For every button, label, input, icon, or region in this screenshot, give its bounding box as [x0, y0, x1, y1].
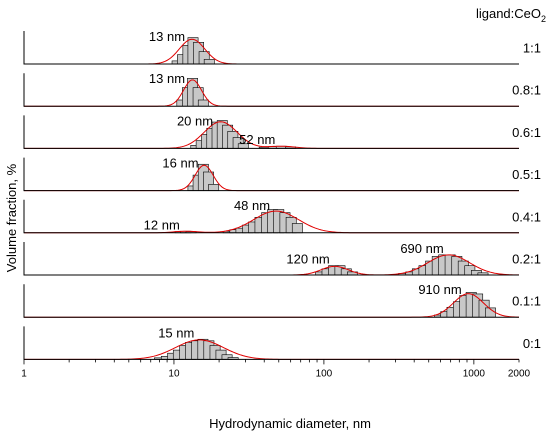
- x-tick-label: 2000: [508, 368, 531, 379]
- panel-axes: [23, 242, 519, 276]
- panel-0-4-1: 12 nm 48 nm 0.4:1: [23, 198, 541, 234]
- bar: [203, 59, 215, 65]
- panel-0-2-1: 120 nm 690 nm 0.2:1: [23, 241, 541, 276]
- peak-label: 910 nm: [418, 282, 461, 297]
- ratio-label: 0.2:1: [512, 252, 541, 267]
- bar: [197, 99, 209, 107]
- ratio-label: 0.6:1: [512, 125, 541, 140]
- x-axis: 1 10 100 1000 2000: [21, 359, 531, 379]
- x-tick-label: 1000: [463, 368, 486, 379]
- fit-curve: [24, 79, 519, 107]
- panel-0-8-1: 13 nm 0.8:1: [23, 71, 541, 107]
- panel-axes: [23, 73, 519, 107]
- panel-axes: [23, 157, 519, 192]
- peak-label: 12 nm: [144, 217, 180, 232]
- peak-label: 20 nm: [177, 113, 213, 128]
- fit-curve: [24, 164, 519, 192]
- panel-1-1: 13 nm 1:1: [23, 29, 541, 65]
- ratio-label: 0.1:1: [512, 294, 541, 309]
- x-tick-label: 1: [21, 368, 27, 379]
- ratio-label: 0.4:1: [512, 209, 541, 224]
- panels-layer: 13 nm 1:1 13 nm 0.8:1 20 nm 52 nm 0.6:1 16 nm 0.…: [23, 29, 541, 360]
- peak-label: 13 nm: [149, 29, 185, 44]
- y-axis-label: Volume fraction, %: [4, 163, 19, 272]
- x-tick-label: 10: [168, 368, 180, 379]
- peak-label: 15 nm: [158, 325, 194, 340]
- panel-axes: [23, 326, 519, 360]
- ratio-label: 0.5:1: [512, 167, 541, 182]
- bar: [208, 184, 220, 191]
- ratio-label: 0.8:1: [512, 83, 541, 98]
- panel-axes: [23, 284, 519, 318]
- ratio-label: 1:1: [523, 41, 541, 56]
- ratio-label: 0:1: [523, 336, 541, 351]
- legend-title: ligand:CeO2: [476, 6, 546, 24]
- panel-axes: [23, 31, 519, 65]
- x-axis-label: Hydrodynamic diameter, nm: [209, 416, 371, 431]
- peak-label: 16 nm: [162, 156, 198, 171]
- panel-0-1-1: 910 nm 0.1:1: [23, 282, 541, 318]
- peak-label: 120 nm: [286, 252, 329, 267]
- x-tick-label: 100: [316, 368, 333, 379]
- bar: [291, 223, 303, 234]
- peak-label: 13 nm: [149, 71, 185, 86]
- panel-axes: [23, 115, 519, 149]
- panel-0-1: 15 nm 0:1: [23, 325, 541, 360]
- panel-0-6-1: 20 nm 52 nm 0.6:1: [23, 113, 541, 149]
- panel-axes: [23, 199, 519, 234]
- peak-label: 48 nm: [234, 198, 270, 213]
- fit-curve: [24, 339, 519, 360]
- panel-0-5-1: 16 nm 0.5:1: [23, 156, 541, 192]
- fit-curve: [24, 38, 519, 65]
- peak-label: 690 nm: [400, 241, 443, 256]
- peak-label: 52 nm: [239, 132, 275, 147]
